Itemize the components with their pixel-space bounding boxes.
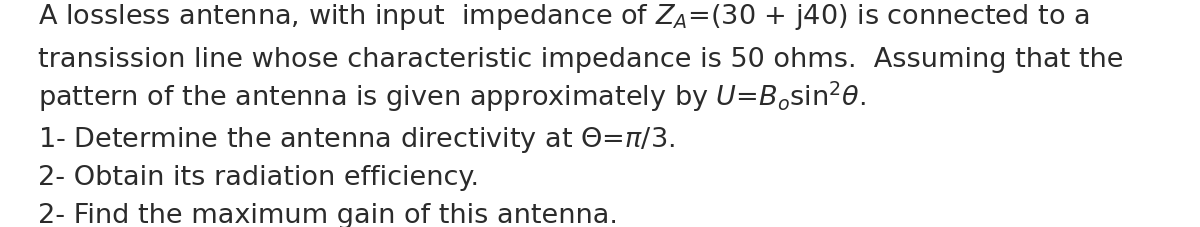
Text: 2- Find the maximum gain of this antenna.: 2- Find the maximum gain of this antenna…: [38, 202, 618, 227]
Text: pattern of the antenna is given approximately by $U$=$B_o$sin$^2\theta$.: pattern of the antenna is given approxim…: [38, 79, 866, 113]
Text: transission line whose characteristic impedance is 50 ohms.  Assuming that the: transission line whose characteristic im…: [38, 46, 1124, 72]
Text: A lossless antenna, with input  impedance of $Z_A$=(30 + j40) is connected to a: A lossless antenna, with input impedance…: [38, 2, 1090, 32]
Text: 2- Obtain its radiation efficiency.: 2- Obtain its radiation efficiency.: [38, 165, 479, 190]
Text: 1- Determine the antenna directivity at $\Theta$=$\pi$/3.: 1- Determine the antenna directivity at …: [38, 125, 676, 155]
